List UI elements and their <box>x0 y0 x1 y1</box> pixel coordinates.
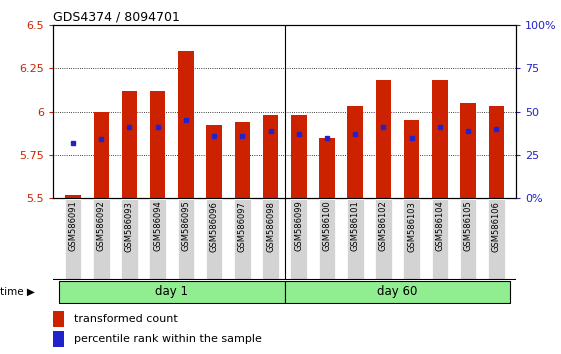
Text: time ▶: time ▶ <box>0 287 35 297</box>
Text: transformed count: transformed count <box>73 314 177 324</box>
Bar <box>432 80 448 198</box>
Bar <box>53 331 65 347</box>
Text: GSM586092: GSM586092 <box>96 201 106 251</box>
Text: GSM586097: GSM586097 <box>238 201 247 252</box>
Text: GDS4374 / 8094701: GDS4374 / 8094701 <box>53 11 180 24</box>
FancyBboxPatch shape <box>347 199 364 279</box>
Text: GSM586094: GSM586094 <box>153 201 162 251</box>
FancyBboxPatch shape <box>488 199 505 279</box>
Text: GSM586105: GSM586105 <box>463 201 473 251</box>
Text: GSM586091: GSM586091 <box>68 201 77 251</box>
Text: GSM586098: GSM586098 <box>266 201 275 252</box>
Text: percentile rank within the sample: percentile rank within the sample <box>73 334 261 344</box>
FancyBboxPatch shape <box>59 281 284 303</box>
Bar <box>347 106 363 198</box>
Bar <box>263 115 278 198</box>
FancyBboxPatch shape <box>291 199 307 279</box>
Bar <box>489 106 504 198</box>
Text: GSM586095: GSM586095 <box>181 201 190 251</box>
FancyBboxPatch shape <box>206 199 223 279</box>
Text: GSM586100: GSM586100 <box>323 201 332 251</box>
FancyBboxPatch shape <box>460 199 476 279</box>
Bar <box>94 112 109 198</box>
Bar <box>65 195 81 198</box>
Text: day 60: day 60 <box>378 285 418 298</box>
Bar <box>53 311 65 327</box>
Text: GSM586106: GSM586106 <box>492 201 501 252</box>
Bar <box>178 51 194 198</box>
Text: GSM586104: GSM586104 <box>435 201 444 251</box>
Bar <box>234 122 250 198</box>
Bar <box>376 80 391 198</box>
Bar <box>461 103 476 198</box>
Text: day 1: day 1 <box>155 285 188 298</box>
FancyBboxPatch shape <box>263 199 279 279</box>
Text: GSM586103: GSM586103 <box>407 201 416 252</box>
Bar <box>291 115 306 198</box>
Text: GSM586096: GSM586096 <box>210 201 219 252</box>
FancyBboxPatch shape <box>375 199 392 279</box>
Text: GSM586101: GSM586101 <box>351 201 360 251</box>
FancyBboxPatch shape <box>403 199 420 279</box>
FancyBboxPatch shape <box>234 199 251 279</box>
FancyBboxPatch shape <box>284 281 511 303</box>
Bar <box>319 138 335 198</box>
FancyBboxPatch shape <box>319 199 335 279</box>
FancyBboxPatch shape <box>149 199 166 279</box>
Bar <box>150 91 165 198</box>
FancyBboxPatch shape <box>93 199 109 279</box>
FancyBboxPatch shape <box>121 199 138 279</box>
Bar <box>206 125 222 198</box>
Text: GSM586099: GSM586099 <box>295 201 304 251</box>
FancyBboxPatch shape <box>65 199 81 279</box>
FancyBboxPatch shape <box>431 199 448 279</box>
Bar <box>122 91 137 198</box>
Text: GSM586102: GSM586102 <box>379 201 388 251</box>
FancyBboxPatch shape <box>178 199 194 279</box>
Bar <box>404 120 420 198</box>
Text: GSM586093: GSM586093 <box>125 201 134 252</box>
